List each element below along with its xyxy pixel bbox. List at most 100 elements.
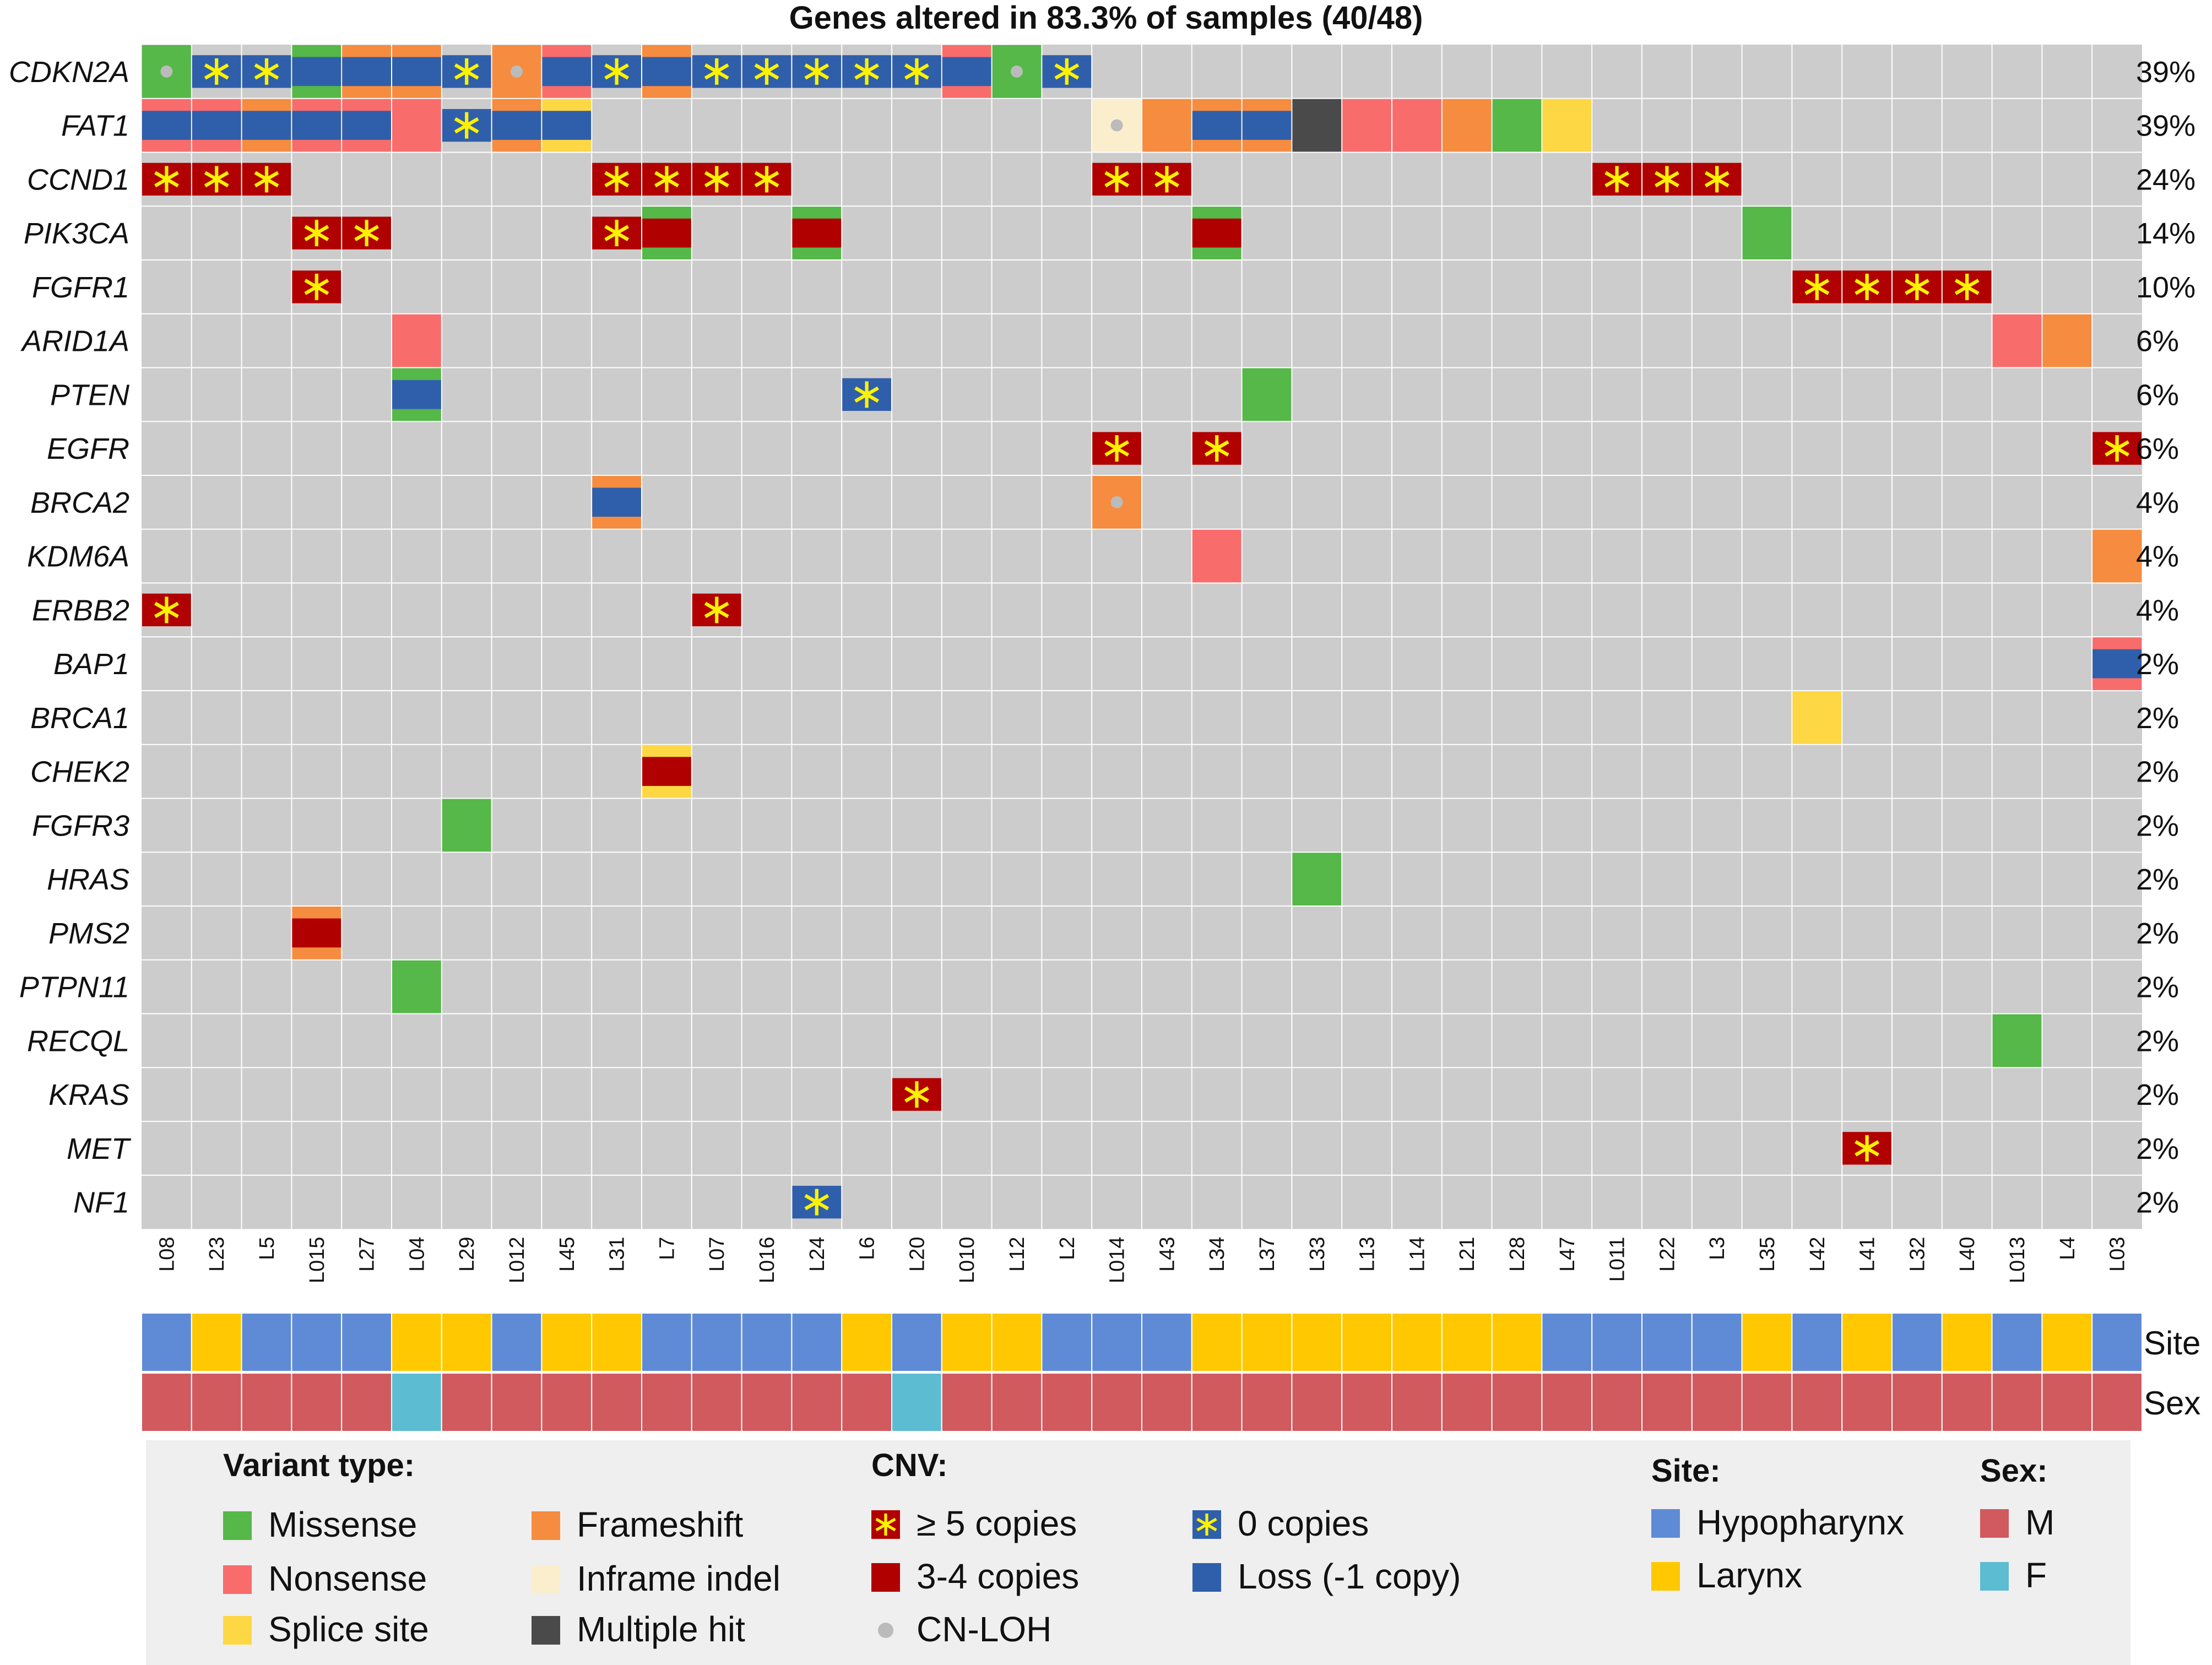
legend: Variant type: Missense Frameshift Nonsense I… — [146, 1440, 2130, 1665]
legend-cn-loh-dot — [878, 1623, 893, 1638]
sample-label: L28 — [1506, 1237, 1529, 1272]
alteration-cell-pten-l37 — [1242, 368, 1292, 421]
alteration-cell-pik3ca-l35 — [1742, 207, 1792, 259]
percent-label: 2% — [2136, 702, 2179, 735]
sex-cell-l43 — [1141, 1373, 1192, 1432]
cnv-star-icon — [154, 166, 179, 193]
legend-star-icon — [875, 1514, 896, 1536]
site-cell-l41 — [1841, 1313, 1893, 1372]
cnv-star-icon — [254, 58, 279, 85]
sample-label: L013 — [2006, 1237, 2029, 1284]
legend-label-multiple-hit: Multiple hit — [577, 1609, 745, 1649]
variant-fill — [2092, 529, 2141, 583]
cnv-band — [242, 111, 291, 140]
sample-label: L32 — [1906, 1237, 1929, 1272]
alteration-cell-ccnd1-l31 — [592, 162, 641, 196]
sample-label: L2 — [1056, 1237, 1079, 1260]
alteration-cell-fat1-l04 — [392, 99, 441, 152]
sex-cell-l03 — [2091, 1373, 2143, 1432]
alteration-cell-fgfr1-l40 — [1942, 270, 1992, 303]
cn-loh-dot — [1110, 119, 1123, 132]
sample-label: L011 — [1606, 1237, 1629, 1282]
alteration-cell-pms2-l015 — [292, 907, 341, 959]
legend-swatch-amp-mid — [871, 1563, 900, 1592]
cnv-star-icon — [704, 166, 729, 193]
percent-label: 2% — [2136, 1024, 2179, 1057]
alteration-cell-arid1a-l4 — [2042, 314, 2092, 367]
cnv-star-icon — [1804, 273, 1830, 300]
sex-cell-l23 — [191, 1373, 242, 1432]
gene-label: CHEK2 — [30, 756, 129, 789]
legend-swatch-inframe-indel — [532, 1565, 560, 1594]
sample-label: L14 — [1406, 1237, 1429, 1272]
cnv-star-icon — [654, 166, 679, 193]
gene-label: PTEN — [50, 378, 130, 411]
legend-swatch-splice-site — [223, 1616, 252, 1645]
alteration-cell-met-l41 — [1842, 1132, 1891, 1165]
alteration-cell-kdm6a-l34 — [1192, 529, 1241, 583]
cnv-star-icon — [454, 58, 479, 85]
alteration-cell-chek2-l7 — [642, 745, 691, 798]
legend-label-hypopharynx: Hypopharynx — [1696, 1503, 1904, 1542]
variant-fill — [1192, 529, 1241, 583]
site-cell-l28 — [1491, 1313, 1543, 1372]
sex-cell-l12 — [991, 1373, 1043, 1432]
alteration-cell-cdkn2a-l23 — [192, 55, 241, 88]
percent-label: 2% — [2136, 1132, 2179, 1165]
cnv-star-icon — [704, 596, 729, 623]
variant-fill — [392, 99, 441, 152]
sex-cell-l40 — [1941, 1373, 1993, 1432]
cnv-star-icon — [254, 166, 279, 193]
legend-swatch-multiple-hit — [532, 1616, 560, 1645]
site-cell-l07 — [691, 1313, 742, 1372]
alteration-cell-cdkn2a-l7 — [642, 45, 691, 98]
legend-label-loss-1-copy: Loss (-1 copy) — [1238, 1556, 1461, 1596]
alteration-cell-pten-l04 — [392, 368, 441, 421]
cnv-band — [392, 57, 441, 86]
legend-label-m: M — [2025, 1503, 2054, 1542]
cnv-star-icon — [304, 273, 329, 300]
alteration-cell-bap1-l03 — [2092, 637, 2141, 690]
cnv-band — [342, 111, 391, 140]
variant-fill — [1342, 99, 1391, 152]
variant-fill — [1292, 853, 1342, 905]
sample-label: L31 — [606, 1237, 629, 1272]
site-cell-l12 — [991, 1313, 1043, 1372]
sex-cell-l012 — [491, 1373, 543, 1432]
alteration-cell-cdkn2a-l29 — [442, 55, 491, 88]
gene-label: NF1 — [73, 1186, 129, 1219]
sample-label: L03 — [2106, 1237, 2129, 1272]
alteration-cell-fat1-l5 — [242, 99, 291, 152]
cnv-star-icon — [804, 58, 829, 85]
legend-swatch-missense — [223, 1511, 252, 1540]
cnv-band — [292, 918, 341, 948]
sex-cell-l37 — [1241, 1373, 1293, 1432]
site-cell-l27 — [341, 1313, 393, 1372]
gene-label: FGFR1 — [32, 271, 129, 304]
sex-cell-l014 — [1091, 1373, 1142, 1432]
cnv-band — [1242, 111, 1292, 140]
percent-label: 14% — [2136, 217, 2195, 250]
percent-label: 4% — [2136, 486, 2179, 519]
sex-cell-l22 — [1641, 1373, 1693, 1432]
annotation-tracks: Site Sex — [141, 1313, 2200, 1432]
gene-label: FGFR3 — [32, 809, 129, 842]
sex-cell-l016 — [741, 1373, 793, 1432]
alteration-cell-fgfr1-l42 — [1792, 270, 1842, 303]
alteration-cell-fat1-l13 — [1342, 99, 1391, 152]
alteration-cell-fat1-l37 — [1242, 99, 1292, 152]
alteration-cell-arid1a-l04 — [392, 314, 441, 367]
alteration-cell-cdkn2a-l2 — [1042, 55, 1092, 88]
sample-label: L41 — [1856, 1237, 1879, 1272]
cn-loh-dot — [1011, 65, 1023, 78]
alteration-cell-fgfr3-l29 — [442, 799, 491, 852]
sample-label: L3 — [1706, 1237, 1729, 1260]
sex-cell-l5 — [241, 1373, 292, 1432]
legend-label-cn-loh: CN-LOH — [917, 1609, 1051, 1649]
sample-label: L23 — [205, 1237, 229, 1272]
sample-label: L47 — [1556, 1237, 1579, 1272]
legend-swatch-nonsense — [223, 1565, 252, 1594]
legend-background — [146, 1440, 2130, 1665]
site-cell-l5 — [241, 1313, 292, 1372]
sex-cell-l08 — [141, 1373, 192, 1432]
